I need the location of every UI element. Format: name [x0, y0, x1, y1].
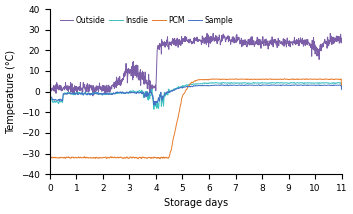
Insdie	[169, 89, 173, 92]
Insdie	[62, 92, 66, 95]
Outside	[70, 83, 74, 85]
Sample	[273, 84, 277, 86]
Insdie	[329, 82, 333, 85]
PCM	[121, 157, 126, 160]
Sample	[152, 104, 156, 106]
Insdie	[340, 88, 344, 90]
Insdie	[252, 81, 256, 84]
Insdie	[273, 82, 277, 84]
Sample	[48, 91, 52, 94]
Outside	[329, 35, 333, 38]
PCM	[169, 150, 173, 152]
Sample	[257, 83, 261, 86]
Sample	[169, 90, 173, 93]
Sample	[62, 93, 66, 96]
PCM	[62, 156, 66, 159]
PCM	[273, 78, 277, 80]
Outside	[273, 39, 277, 42]
Insdie	[70, 93, 74, 95]
PCM	[70, 156, 74, 158]
Outside	[91, 95, 95, 97]
Outside	[169, 41, 173, 43]
Line: Sample: Sample	[50, 85, 342, 105]
Sample	[70, 92, 74, 94]
Line: PCM: PCM	[50, 79, 342, 159]
Sample	[340, 88, 344, 91]
Outside	[62, 87, 66, 90]
Outside	[340, 37, 344, 40]
Insdie	[48, 91, 52, 94]
Sample	[121, 92, 126, 94]
Legend: Outside, Insdie, PCM, Sample: Outside, Insdie, PCM, Sample	[56, 13, 236, 28]
PCM	[282, 77, 286, 80]
Outside	[48, 37, 52, 39]
X-axis label: Storage days: Storage days	[164, 198, 228, 208]
Line: Insdie: Insdie	[50, 82, 342, 109]
Sample	[329, 84, 333, 87]
Insdie	[121, 91, 126, 94]
PCM	[329, 78, 333, 81]
Outside	[205, 32, 209, 35]
Y-axis label: Temperature (°C): Temperature (°C)	[6, 50, 16, 134]
Insdie	[152, 108, 156, 110]
Line: Outside: Outside	[50, 33, 342, 96]
PCM	[48, 101, 52, 104]
Outside	[122, 72, 126, 75]
PCM	[136, 158, 140, 160]
PCM	[340, 86, 344, 89]
